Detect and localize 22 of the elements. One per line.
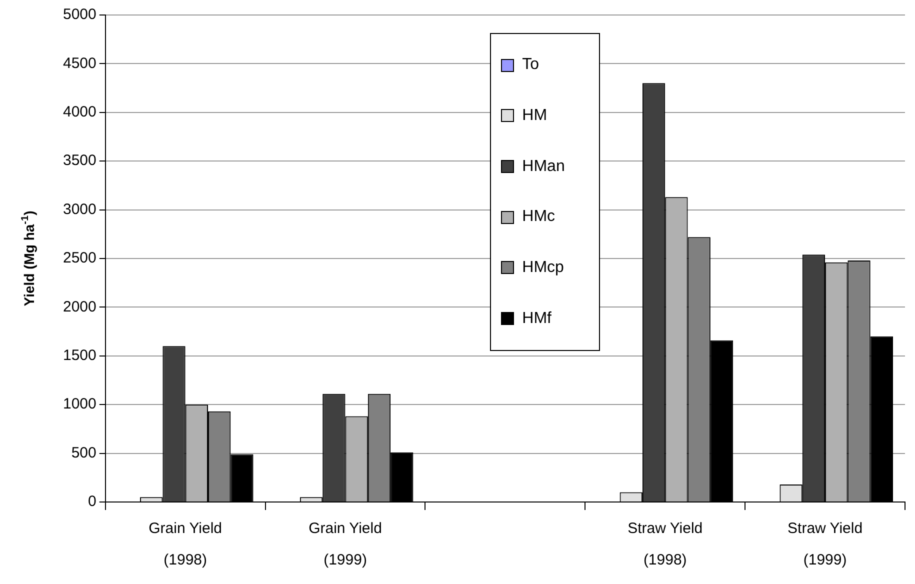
y-tick-label: 3000 (62, 200, 96, 218)
legend-label: HMf (522, 310, 552, 328)
y-tick-label: 2000 (62, 298, 96, 316)
x-tick-label: Straw Yield (1998) (628, 520, 703, 568)
legend-label: To (522, 56, 540, 74)
y-tick-label: 5000 (62, 6, 96, 24)
y-tick-label: 0 (88, 493, 96, 510)
y-tick-label: 4500 (62, 54, 96, 72)
legend-label: HM (522, 106, 548, 125)
legend-label: HMan (522, 158, 565, 176)
y-axis-title: Yield (Mg ha-1) (20, 210, 37, 306)
legend-label: HMcp (522, 258, 564, 277)
y-tick-label: 1500 (62, 347, 96, 364)
y-tick-label: 2500 (62, 250, 96, 267)
legend-label: HMc (522, 208, 556, 226)
y-tick-label: 500 (71, 444, 96, 462)
x-tick-label: Grain Yield (1999) (308, 520, 382, 568)
y-tick-label: 1000 (62, 396, 96, 413)
x-tick-label: Grain Yield (1998) (148, 520, 222, 568)
y-tick-label: 3500 (62, 152, 96, 170)
x-tick-label: Straw Yield (1999) (788, 520, 863, 568)
y-tick-label: 4000 (62, 104, 96, 121)
